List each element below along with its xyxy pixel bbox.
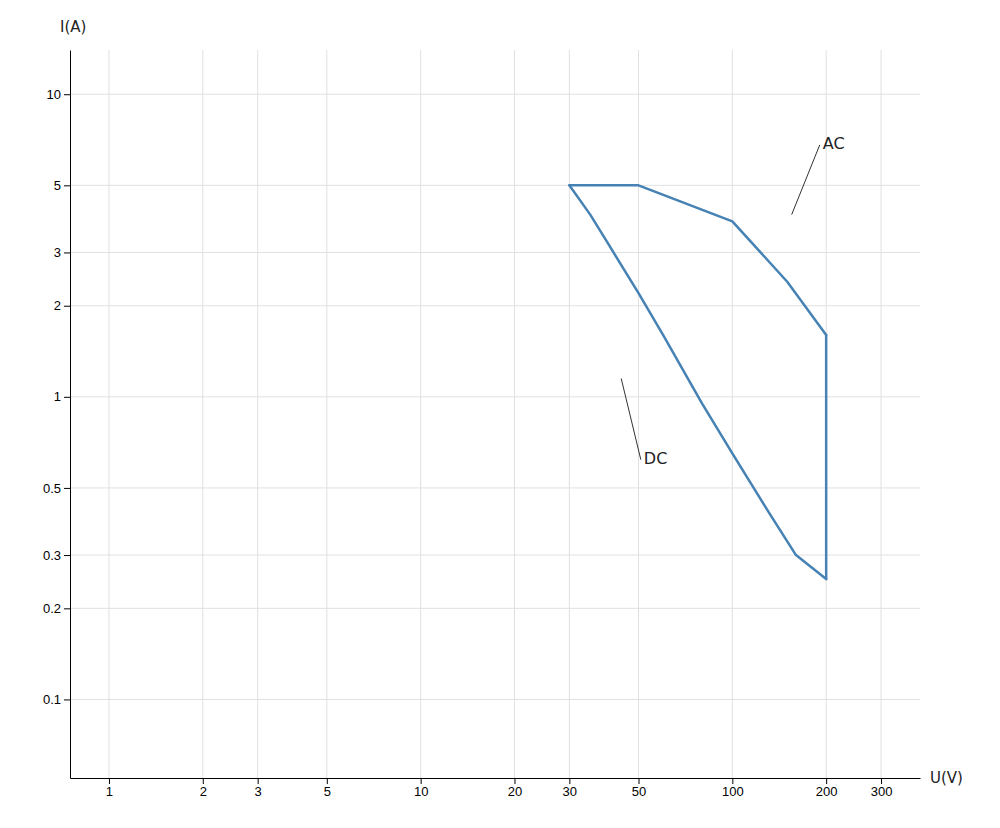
annotation-text: AC [823, 134, 845, 153]
y-tick: 3 [54, 245, 70, 260]
x-tick: 3 [255, 778, 262, 799]
grid-line-y [70, 487, 920, 488]
y-tick-label: 5 [54, 178, 61, 193]
x-tick-mark [826, 778, 827, 784]
x-tick-label: 20 [508, 784, 522, 799]
y-tick-mark [64, 185, 70, 186]
plot: 1 2 3 5 10 20 30 50 100 200 300 0.1 0.2 0.3 0.5 1 2 3 5 10 U… [43, 18, 963, 799]
annotations: AC DC [621, 134, 844, 468]
y-tick: 2 [54, 298, 70, 313]
x-axis: 1 2 3 5 10 20 30 50 100 200 300 [71, 778, 921, 799]
annotation-line [792, 145, 820, 215]
x-tick: 100 [722, 778, 744, 799]
grid-line-x [826, 50, 827, 778]
grid-line-x [569, 50, 570, 778]
y-tick-label: 2 [54, 298, 61, 313]
x-tick-mark [421, 778, 422, 784]
grid-line-y [70, 305, 920, 306]
x-tick-label: 30 [563, 784, 577, 799]
x-tick-mark [203, 778, 204, 784]
chart: 1 2 3 5 10 20 30 50 100 200 300 0.1 0.2 0.3 0.5 1 2 3 5 10 U… [0, 0, 1000, 828]
x-tick-label: 1 [106, 784, 113, 799]
grid-line-x [420, 50, 421, 778]
x-tick-mark [881, 778, 882, 784]
y-tick: 0.2 [43, 601, 70, 616]
y-tick-mark [64, 555, 70, 556]
grid-line-x [257, 50, 258, 778]
y-tick-label: 0.5 [43, 481, 61, 496]
grid-line-x [881, 50, 882, 778]
grid-line-x [108, 50, 109, 778]
x-tick: 1 [106, 778, 113, 799]
y-axis-title: I(A) [60, 18, 86, 36]
x-tick: 5 [324, 778, 331, 799]
y-tick-label: 0.2 [43, 601, 61, 616]
grid-line-x [202, 50, 203, 778]
x-tick-label: 10 [414, 784, 428, 799]
x-tick-label: 200 [816, 784, 838, 799]
y-tick-mark [64, 397, 70, 398]
y-tick: 0.3 [43, 548, 70, 563]
grid-line-y [70, 608, 920, 609]
lines [569, 185, 826, 579]
y-tick-mark [64, 699, 70, 700]
x-tick: 20 [508, 778, 522, 799]
x-tick: 2 [200, 778, 207, 799]
y-tick-label: 0.1 [43, 692, 61, 707]
annotation-line [621, 378, 641, 459]
x-tick-label: 5 [324, 784, 331, 799]
x-tick: 300 [871, 778, 893, 799]
x-tick: 50 [632, 778, 646, 799]
grid-line-y [70, 94, 920, 95]
grid-line-x [326, 50, 327, 778]
x-tick-mark [639, 778, 640, 784]
y-tick-mark [64, 488, 70, 489]
y-tick-label: 3 [54, 245, 61, 260]
y-tick: 0.5 [43, 481, 70, 496]
y-axis: 0.1 0.2 0.3 0.5 1 2 3 5 10 [43, 51, 71, 779]
grid-line-x [514, 50, 515, 778]
y-tick: 5 [54, 178, 70, 193]
grid-line-y [70, 185, 920, 186]
y-tick-mark [64, 252, 70, 253]
x-tick-label: 100 [722, 784, 744, 799]
y-axis-line [70, 51, 71, 779]
x-tick-label: 3 [255, 784, 262, 799]
series-line [825, 335, 828, 579]
x-tick-mark [109, 778, 110, 784]
x-tick-mark [327, 778, 328, 784]
y-tick-mark [64, 306, 70, 307]
x-tick: 200 [816, 778, 838, 799]
grid-line-y [70, 555, 920, 556]
x-tick-label: 50 [632, 784, 646, 799]
x-tick-label: 300 [871, 784, 893, 799]
grid-line-y [70, 396, 920, 397]
grid [70, 50, 920, 778]
series-line [569, 185, 826, 579]
x-axis-title: U(V) [930, 769, 963, 787]
y-tick-label: 10 [47, 87, 61, 102]
y-tick-label: 0.3 [43, 548, 61, 563]
x-tick-label: 2 [200, 784, 207, 799]
y-tick: 0.1 [43, 692, 70, 707]
grid-line-x [638, 50, 639, 778]
x-tick: 30 [563, 778, 577, 799]
y-tick-label: 1 [54, 389, 61, 404]
grid-line-x [732, 50, 733, 778]
x-tick: 10 [414, 778, 428, 799]
x-tick-mark [514, 778, 515, 784]
x-tick-mark [732, 778, 733, 784]
grid-line-y [70, 252, 920, 253]
x-tick-mark [258, 778, 259, 784]
series-line [569, 185, 826, 335]
x-tick-mark [569, 778, 570, 784]
annotation-text: DC [644, 449, 668, 468]
x-axis-line [71, 778, 921, 779]
y-tick: 10 [47, 87, 70, 102]
y-tick-mark [64, 608, 70, 609]
y-tick-mark [64, 94, 70, 95]
y-tick: 1 [54, 389, 70, 404]
grid-line-y [70, 699, 920, 700]
